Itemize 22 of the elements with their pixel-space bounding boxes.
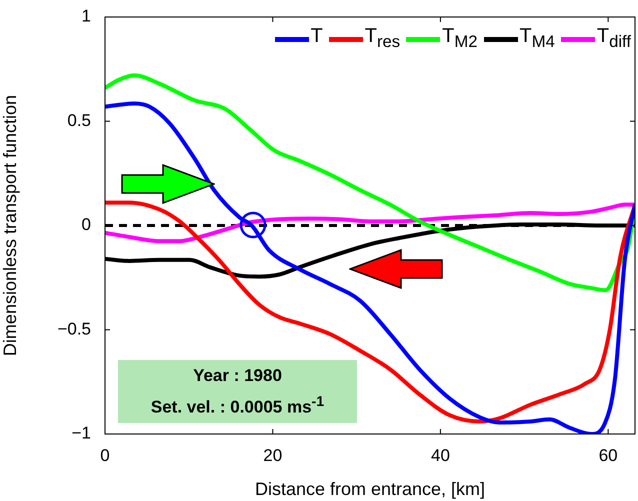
y-tick-label: 0 <box>82 215 91 234</box>
line-series <box>105 102 635 434</box>
legend-label: T <box>310 25 323 47</box>
y-axis-title: Dimensionless transport function <box>0 94 20 356</box>
x-tick-label: 40 <box>430 446 450 465</box>
x-tick-label: 20 <box>263 446 282 465</box>
x-axis-title: Distance from entrance, [km] <box>254 479 486 500</box>
text-box: Year : 1980 Set. vel. : 0.0005 ms$^{-1}$ <box>118 360 357 423</box>
legend-label: T$_{M4}$ <box>520 25 555 53</box>
y-tick-label: 0.5 <box>67 110 91 130</box>
line-series <box>105 200 635 424</box>
x-tick-label: 0 <box>100 446 110 465</box>
y-tick-label: −0.5 <box>57 319 91 338</box>
annotation: Set. vel. : 0.0005 ms$^{-1}$ <box>150 392 324 418</box>
legend-label: T$_{M2}$ <box>442 25 478 53</box>
y-tick-label: −1 <box>72 424 91 443</box>
legend-label: T$_{diff}$ <box>596 25 631 53</box>
annotation: Year : 1980 <box>193 364 282 387</box>
line-series <box>105 202 635 244</box>
legend-label: T$_{res}$ <box>364 25 400 53</box>
x-tick-label: 60 <box>598 446 618 465</box>
y-tick-label: 1 <box>82 6 91 26</box>
